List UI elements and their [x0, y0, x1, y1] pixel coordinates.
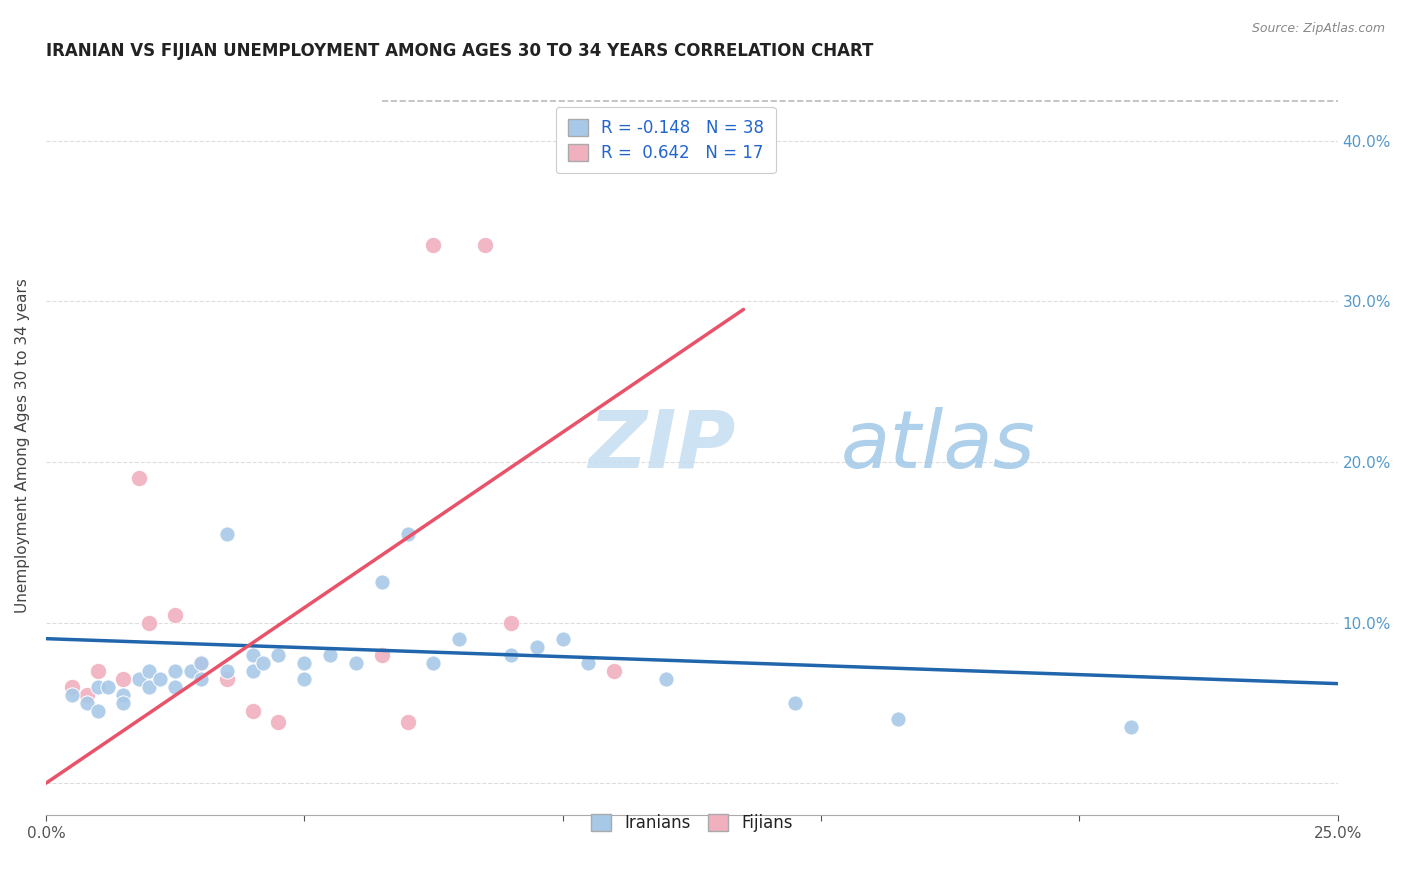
Point	[60, 688, 83, 702]
Point	[165, 664, 187, 678]
Point	[474, 238, 496, 252]
Point	[86, 704, 108, 718]
Point	[292, 672, 315, 686]
Point	[138, 615, 160, 630]
Point	[215, 664, 238, 678]
Point	[138, 680, 160, 694]
Point	[242, 664, 264, 678]
Point	[242, 648, 264, 662]
Point	[319, 648, 342, 662]
Point	[422, 238, 444, 252]
Point	[242, 704, 264, 718]
Point	[215, 672, 238, 686]
Point	[165, 607, 187, 622]
Point	[499, 648, 522, 662]
Point	[190, 672, 212, 686]
Point	[396, 527, 419, 541]
Text: atlas: atlas	[841, 407, 1035, 485]
Legend: Iranians, Fijians: Iranians, Fijians	[579, 803, 804, 844]
Point	[344, 656, 367, 670]
Point	[396, 715, 419, 730]
Point	[97, 680, 120, 694]
Point	[128, 672, 150, 686]
Point	[371, 648, 394, 662]
Point	[60, 680, 83, 694]
Point	[267, 715, 290, 730]
Point	[449, 632, 471, 646]
Point	[292, 656, 315, 670]
Point	[252, 656, 274, 670]
Point	[578, 656, 600, 670]
Point	[112, 696, 135, 710]
Point	[526, 640, 548, 654]
Point	[371, 575, 394, 590]
Point	[422, 656, 444, 670]
Point	[165, 680, 187, 694]
Text: IRANIAN VS FIJIAN UNEMPLOYMENT AMONG AGES 30 TO 34 YEARS CORRELATION CHART: IRANIAN VS FIJIAN UNEMPLOYMENT AMONG AGE…	[46, 42, 873, 60]
Point	[267, 648, 290, 662]
Point	[76, 688, 98, 702]
Point	[112, 672, 135, 686]
Point	[190, 656, 212, 670]
Point	[112, 688, 135, 702]
Point	[603, 664, 626, 678]
Point	[551, 632, 574, 646]
Point	[86, 664, 108, 678]
Point	[190, 656, 212, 670]
Point	[785, 696, 807, 710]
Point	[86, 680, 108, 694]
Point	[887, 712, 910, 726]
Point	[149, 672, 172, 686]
Text: ZIP: ZIP	[589, 407, 735, 485]
Point	[76, 696, 98, 710]
Point	[180, 664, 202, 678]
Text: Source: ZipAtlas.com: Source: ZipAtlas.com	[1251, 22, 1385, 36]
Point	[499, 615, 522, 630]
Point	[138, 664, 160, 678]
Point	[1119, 720, 1142, 734]
Point	[128, 471, 150, 485]
Point	[215, 527, 238, 541]
Point	[655, 672, 678, 686]
Y-axis label: Unemployment Among Ages 30 to 34 years: Unemployment Among Ages 30 to 34 years	[15, 278, 30, 614]
